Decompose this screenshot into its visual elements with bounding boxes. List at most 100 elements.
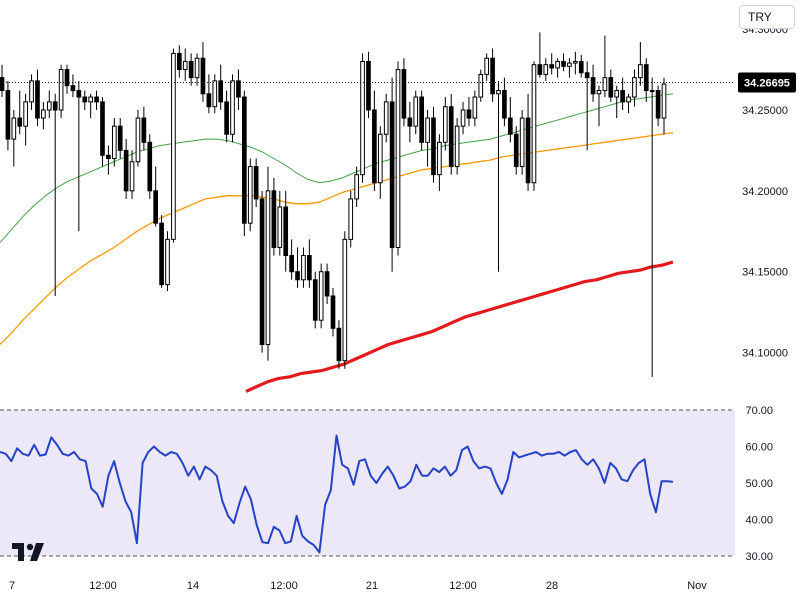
candle: [82, 90, 88, 110]
candle: [573, 51, 578, 75]
rsi-pane[interactable]: [0, 409, 735, 557]
rsi-tick-label: 50.00: [745, 478, 773, 490]
candle: [496, 80, 501, 272]
rsi-band: [0, 410, 735, 556]
candle: [236, 69, 241, 110]
candle-body: [502, 90, 507, 119]
candle: [360, 53, 365, 183]
candle: [135, 109, 141, 167]
candle: [484, 53, 490, 81]
candle-body: [419, 96, 424, 143]
candle-body: [129, 161, 135, 192]
candle-body: [372, 109, 377, 184]
candle-body: [448, 106, 454, 168]
candle: [0, 64, 5, 98]
candle: [312, 271, 318, 329]
candle-body: [383, 101, 389, 135]
time-axis[interactable]: 7 12:00 14 12:00 21 12:00 28 Nov: [9, 580, 707, 592]
candle-body: [318, 271, 324, 321]
candle: [35, 69, 40, 127]
candle: [200, 42, 206, 102]
candle: [206, 74, 212, 114]
candle-body: [182, 60, 188, 71]
candle-body: [354, 174, 359, 200]
candle-body: [407, 117, 413, 127]
candle-body: [58, 69, 64, 111]
candle-body: [117, 125, 123, 151]
candle-body: [360, 60, 365, 176]
candle-body: [608, 77, 614, 98]
candle: [437, 134, 442, 191]
candle-body: [413, 96, 419, 127]
moving-average-mid: [0, 131, 674, 345]
candle: [661, 77, 667, 135]
candle-body: [537, 64, 543, 75]
candle: [366, 51, 371, 119]
candle-body: [271, 190, 277, 248]
rsi-tick-label: 70.00: [745, 405, 773, 417]
candle-body: [602, 77, 608, 92]
candle: [253, 158, 259, 208]
candle-body: [141, 117, 147, 143]
candle: [454, 118, 460, 175]
candle-body: [194, 57, 200, 79]
candle-body: [401, 69, 407, 119]
candle-body: [649, 90, 655, 93]
candle: [194, 53, 200, 86]
candle-body: [478, 73, 484, 98]
candle: [401, 58, 407, 127]
candle-body: [460, 109, 466, 127]
candle-body: [549, 64, 555, 69]
candle-body: [11, 117, 17, 140]
candle-body: [289, 255, 294, 273]
candle: [271, 177, 277, 256]
candle-body: [507, 117, 513, 135]
candle: [52, 93, 58, 296]
candle: [555, 58, 560, 78]
currency-selector[interactable]: TRY: [739, 5, 795, 29]
candle-body: [253, 166, 259, 200]
rsi-axis[interactable]: 30.00 40.00 50.00 60.00 70.00: [745, 405, 773, 563]
candle: [395, 61, 401, 256]
candle: [531, 61, 537, 191]
candle: [626, 93, 631, 114]
candle: [123, 139, 129, 199]
candle-body: [247, 166, 253, 224]
candle: [147, 134, 153, 199]
candle: [265, 166, 271, 361]
candle-body: [324, 271, 330, 297]
time-tick-label: 7: [9, 580, 15, 592]
candle: [324, 263, 330, 305]
price-tick-label: 34.25000: [742, 105, 788, 117]
candle: [117, 118, 123, 159]
candle: [5, 80, 11, 151]
price-pane[interactable]: [0, 32, 735, 393]
candle: [94, 90, 99, 110]
candle: [460, 101, 466, 135]
candle: [419, 90, 424, 151]
candle-body: [46, 101, 52, 111]
candle-body: [23, 101, 28, 127]
candle-body: [41, 109, 46, 119]
candle-body: [159, 222, 164, 286]
candle-body: [111, 125, 117, 159]
candle: [224, 90, 229, 143]
candle: [596, 85, 602, 127]
candle: [608, 69, 614, 102]
candle-body: [307, 255, 312, 281]
candle-body: [64, 69, 70, 87]
candle: [58, 64, 64, 119]
candle: [519, 109, 525, 175]
time-tick-label: 21: [366, 580, 378, 592]
candle: [129, 150, 135, 199]
candle-body: [578, 60, 584, 74]
candle: [283, 190, 289, 272]
candle: [342, 231, 348, 369]
candle: [561, 53, 566, 72]
candle: [567, 58, 572, 78]
candle-body: [224, 101, 229, 135]
candle-body: [153, 190, 159, 224]
candle: [330, 287, 336, 337]
candle-body: [265, 190, 271, 345]
